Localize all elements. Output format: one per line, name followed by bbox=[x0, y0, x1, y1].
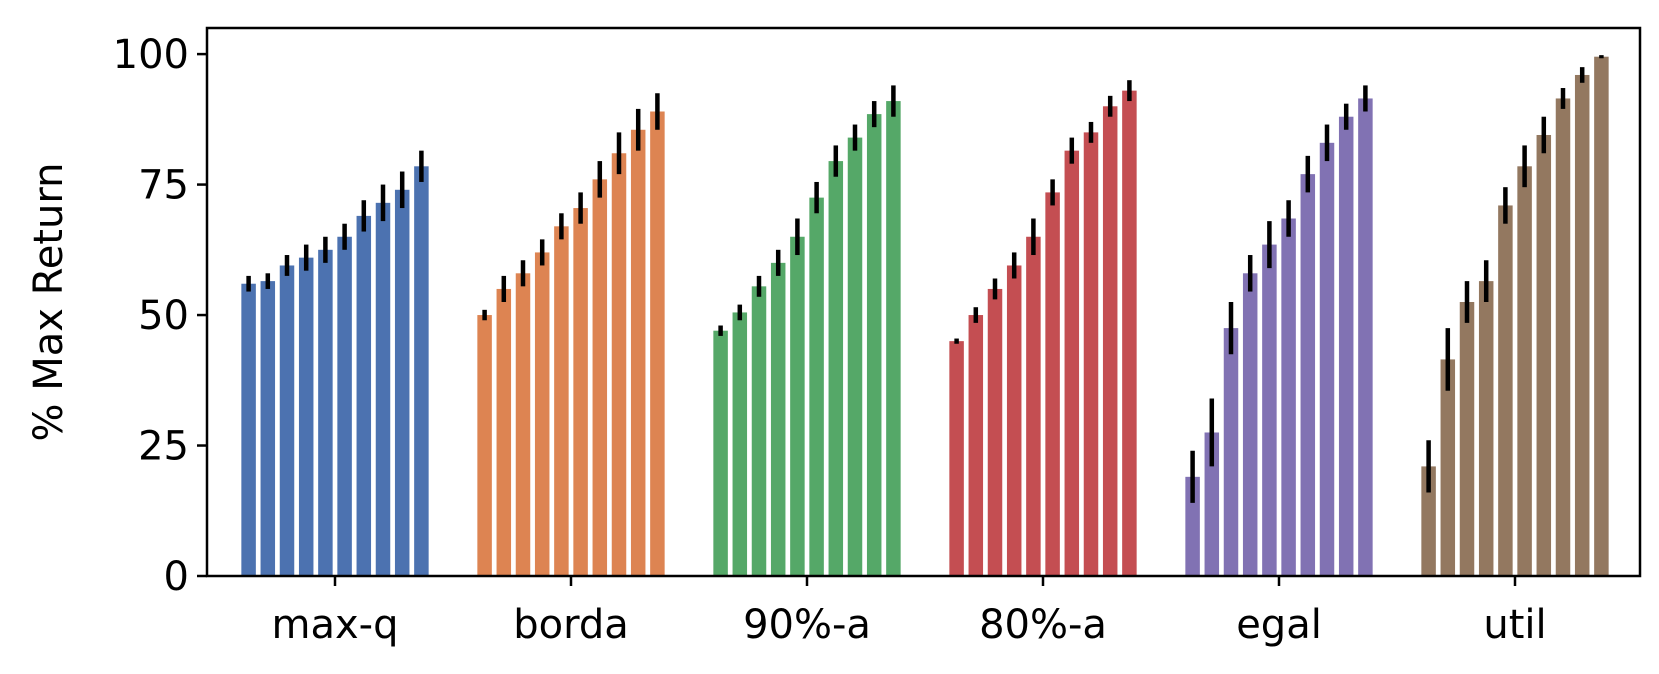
bar bbox=[1517, 166, 1532, 577]
x-tick-label: max-q bbox=[272, 602, 399, 648]
y-tick-label: 50 bbox=[138, 293, 189, 339]
bar bbox=[949, 341, 964, 576]
bar bbox=[241, 283, 256, 576]
bar bbox=[534, 252, 550, 577]
bar bbox=[1122, 90, 1137, 576]
bar bbox=[1338, 116, 1354, 576]
bar bbox=[968, 315, 984, 576]
bar bbox=[1478, 281, 1494, 576]
bar bbox=[1594, 56, 1609, 576]
bar bbox=[1536, 134, 1552, 577]
bar bbox=[318, 249, 333, 576]
bar bbox=[1498, 205, 1513, 576]
bar bbox=[1300, 174, 1316, 576]
plot-frame bbox=[205, 26, 1642, 578]
bar bbox=[298, 257, 314, 576]
bar bbox=[554, 226, 569, 576]
bar bbox=[847, 137, 863, 576]
bar bbox=[1440, 359, 1456, 576]
bar bbox=[337, 236, 352, 576]
bar bbox=[1006, 265, 1022, 576]
y-tick-label: 0 bbox=[164, 554, 189, 600]
bars-layer bbox=[241, 56, 1609, 577]
bar bbox=[496, 288, 512, 576]
bar bbox=[1102, 106, 1118, 576]
bar bbox=[828, 161, 844, 576]
bar bbox=[1574, 74, 1590, 576]
bar bbox=[1045, 192, 1060, 576]
bar bbox=[1421, 466, 1436, 576]
bar bbox=[1242, 273, 1258, 576]
bar bbox=[356, 215, 372, 576]
error-bars-layer bbox=[246, 55, 1604, 503]
bar bbox=[886, 101, 901, 576]
bar bbox=[713, 330, 728, 576]
bar bbox=[1555, 98, 1571, 577]
bar bbox=[477, 315, 492, 576]
bar bbox=[1223, 328, 1239, 576]
bar bbox=[630, 129, 646, 576]
bar bbox=[650, 111, 665, 576]
x-tick-label: 90%-a bbox=[743, 602, 871, 648]
bar bbox=[1026, 236, 1041, 576]
bar bbox=[987, 288, 1003, 576]
x-tick-label: egal bbox=[1236, 602, 1322, 648]
bar bbox=[592, 179, 608, 576]
bar bbox=[1319, 142, 1335, 576]
bar bbox=[1064, 150, 1080, 576]
bar bbox=[866, 114, 882, 577]
bar bbox=[809, 197, 824, 576]
x-tick-label: 80%-a bbox=[979, 602, 1107, 648]
x-tick-label: borda bbox=[513, 602, 629, 648]
bar bbox=[751, 286, 767, 576]
bar bbox=[414, 166, 429, 577]
bar bbox=[1204, 432, 1220, 576]
x-axis: max-q borda 90%-a 80%-a egal util bbox=[272, 576, 1547, 648]
y-tick-label: 100 bbox=[113, 32, 189, 78]
bar bbox=[732, 312, 748, 576]
bar bbox=[573, 208, 588, 576]
bar bbox=[1185, 476, 1200, 576]
y-tick-label: 25 bbox=[138, 424, 189, 470]
bar bbox=[375, 202, 391, 576]
bar bbox=[1459, 302, 1475, 576]
bar bbox=[1281, 218, 1296, 576]
bar bbox=[1083, 132, 1099, 576]
bar bbox=[515, 273, 531, 576]
bar bbox=[394, 189, 410, 577]
bar bbox=[770, 262, 786, 576]
x-tick-label: util bbox=[1483, 602, 1546, 648]
bar bbox=[611, 153, 627, 576]
y-axis: 0 25 50 75 100 bbox=[113, 32, 207, 600]
bar bbox=[1262, 244, 1277, 576]
bar bbox=[1358, 98, 1373, 577]
bar bbox=[260, 281, 276, 576]
bar bbox=[790, 236, 805, 576]
bar bbox=[279, 265, 295, 576]
y-axis-label: % Max Return bbox=[26, 163, 72, 442]
y-tick-label: 75 bbox=[138, 163, 189, 209]
